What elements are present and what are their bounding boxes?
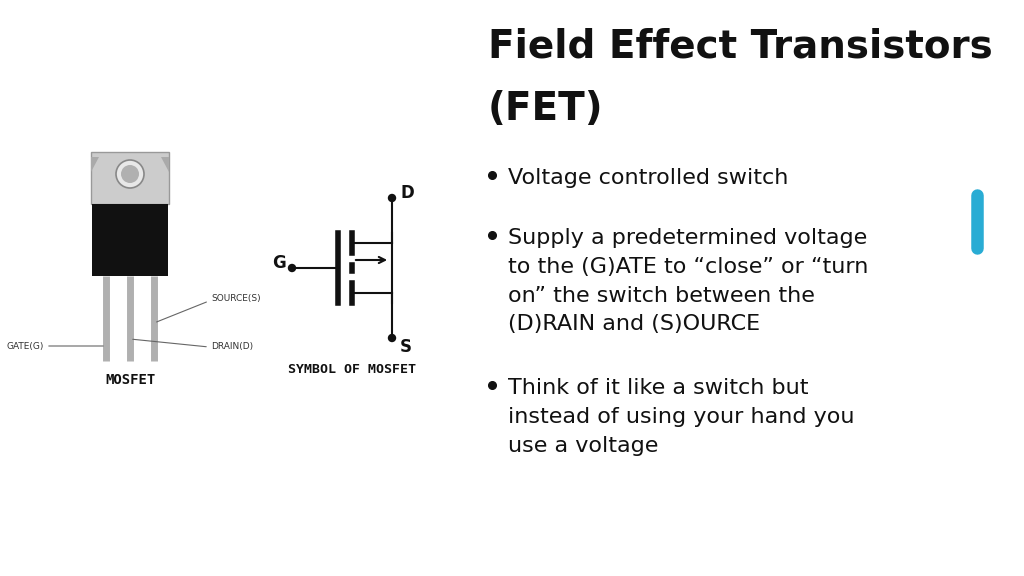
- Text: S: S: [400, 338, 412, 356]
- Circle shape: [116, 160, 144, 188]
- Text: SYMBOL OF MOSFET: SYMBOL OF MOSFET: [288, 363, 416, 376]
- Text: MOSFET: MOSFET: [104, 373, 155, 387]
- Bar: [91, 152, 169, 204]
- Text: Think of it like a switch but
instead of using your hand you
use a voltage: Think of it like a switch but instead of…: [508, 378, 854, 456]
- Text: SOURCE(S): SOURCE(S): [211, 294, 261, 304]
- Text: G: G: [272, 254, 286, 272]
- Text: D: D: [400, 184, 414, 202]
- Bar: [92, 204, 168, 276]
- Text: (FET): (FET): [488, 90, 603, 128]
- Polygon shape: [91, 157, 99, 172]
- Circle shape: [388, 335, 395, 342]
- Text: GATE(G): GATE(G): [6, 342, 44, 351]
- Text: Voltage controlled switch: Voltage controlled switch: [508, 168, 788, 188]
- Circle shape: [289, 264, 296, 271]
- Circle shape: [388, 195, 395, 202]
- Text: Supply a predetermined voltage
to the (G)ATE to “close” or “turn
on” the switch : Supply a predetermined voltage to the (G…: [508, 228, 868, 335]
- Polygon shape: [161, 157, 169, 172]
- Text: DRAIN(D): DRAIN(D): [211, 342, 253, 351]
- Circle shape: [121, 165, 139, 183]
- Text: Field Effect Transistors: Field Effect Transistors: [488, 28, 992, 66]
